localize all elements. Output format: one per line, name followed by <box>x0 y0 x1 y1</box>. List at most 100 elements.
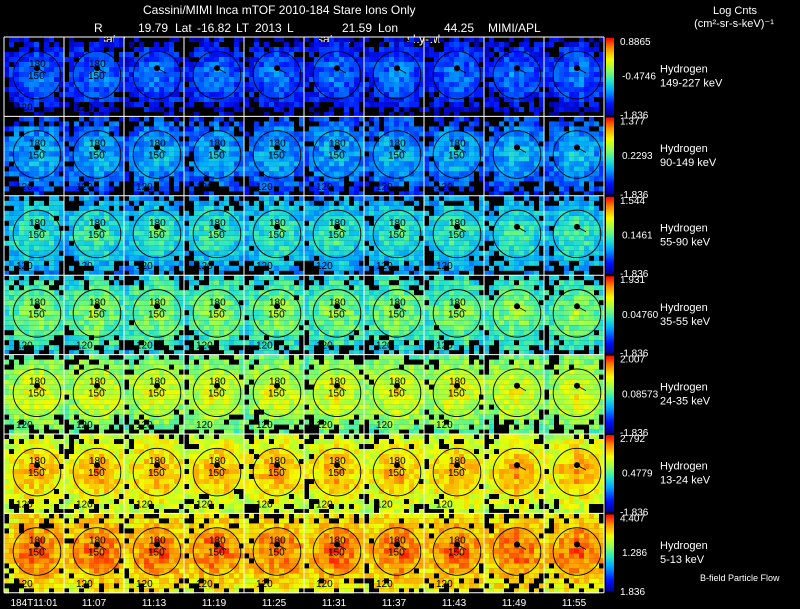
heatmap-pixel-r1-c3 <box>169 77 174 82</box>
heatmap-pixel-r1-c5 <box>284 62 289 67</box>
heatmap-pixel-r2-c3 <box>164 166 169 172</box>
heatmap-pixel-r1-c10 <box>554 77 559 82</box>
heatmap-pixel-r2-c9 <box>504 126 509 132</box>
heatmap-pixel-r3-c5 <box>264 205 269 211</box>
heatmap-pixel-r3-c1 <box>29 235 34 241</box>
heatmap-pixel-r3-c10 <box>579 240 584 246</box>
heatmap-pixel-r3-c3 <box>124 200 129 206</box>
ring-outer-r1-c3 <box>132 50 182 100</box>
heatmap-pixel-r3-c2 <box>119 265 124 271</box>
heatmap-pixel-r2-c1 <box>24 161 29 167</box>
heatmap-pixel-r2-c6 <box>344 116 349 122</box>
heatmap-pixel-r1-c10 <box>574 102 579 107</box>
heatmap-pixel-r2-c7 <box>374 166 379 172</box>
heatmap-pixel-r1-c2 <box>99 37 104 42</box>
heatmap-pixel-r1-c8 <box>439 102 444 107</box>
heatmap-pixel-r1-c3 <box>149 72 154 77</box>
heatmap-pixel-r1-c1 <box>44 97 49 102</box>
heatmap-pixel-r3-c2 <box>114 200 119 206</box>
heatmap-pixel-r3-c10 <box>544 210 549 216</box>
heatmap-pixel-r2-c10 <box>579 171 584 177</box>
heatmap-pixel-r3-c3 <box>149 215 154 221</box>
heatmap-pixel-r3-c2 <box>104 220 109 226</box>
heatmap-pixel-r2-c1 <box>9 151 14 157</box>
heatmap-pixel-r1-c6 <box>329 67 334 72</box>
heatmap-pixel-r1-c2 <box>109 42 114 47</box>
heatmap-pixel-r3-c5 <box>249 220 254 226</box>
heatmap-pixel-r2-c10 <box>544 166 549 172</box>
heatmap-pixel-r1-c7 <box>379 72 384 77</box>
heatmap-pixel-r2-c7 <box>369 126 374 132</box>
heatmap-pixel-r3-c10 <box>549 210 554 216</box>
heatmap-pixel-r2-c1 <box>4 186 9 192</box>
heatmap-pixel-r1-c3 <box>144 82 149 87</box>
heatmap-pixel-r2-c3 <box>159 176 164 182</box>
heatmap-pixel-r3-c5 <box>264 255 269 261</box>
heatmap-pixel-r3-c4 <box>194 235 199 241</box>
heatmap-pixel-r2-c5 <box>299 171 304 177</box>
heatmap-pixel-r2-c3 <box>174 176 179 182</box>
heatmap-pixel-r1-c7 <box>399 37 404 42</box>
heatmap-pixel-r2-c6 <box>354 136 359 142</box>
heatmap-pixel-r1-c2 <box>74 97 79 102</box>
heatmap-pixel-r2-c3 <box>134 171 139 177</box>
heatmap-pixel-r3-c9 <box>509 215 514 221</box>
heatmap-pixel-r1-c4 <box>189 67 194 72</box>
heatmap-pixel-r1-c3 <box>124 97 129 102</box>
heatmap-pixel-r3-c10 <box>559 255 564 261</box>
heatmap-pixel-r1-c5 <box>264 97 269 102</box>
heatmap-pixel-r1-c3 <box>169 82 174 87</box>
heatmap-pixel-r1-c6 <box>339 92 344 97</box>
heatmap-pixel-r3-c4 <box>224 195 229 201</box>
heatmap-pixel-r3-c5 <box>249 230 254 236</box>
heatmap-pixel-r1-c6 <box>359 67 364 72</box>
heatmap-pixel-r2-c9 <box>524 156 529 162</box>
heatmap-pixel-r3-c4 <box>214 240 219 246</box>
heatmap-pixel-r1-c8 <box>459 102 464 107</box>
heatmap-pixel-r2-c6 <box>329 126 334 132</box>
heatmap-pixel-r3-c3 <box>124 250 129 256</box>
heatmap-pixel-r1-c9 <box>529 97 534 102</box>
heatmap-pixel-r4-c1 <box>44 275 49 281</box>
heatmap-pixel-r1-c4 <box>214 57 219 62</box>
heatmap-pixel-r3-c5 <box>294 200 299 206</box>
heatmap-pixel-r2-c3 <box>149 171 154 177</box>
heatmap-pixel-r3-c9 <box>509 260 514 266</box>
heatmap-pixel-r3-c10 <box>584 270 589 276</box>
heatmap-pixel-r3-c7 <box>419 270 424 276</box>
heatmap-pixel-r3-c3 <box>134 245 139 251</box>
heatmap-pixel-r1-c4 <box>184 102 189 107</box>
heatmap-pixel-r3-c3 <box>164 225 169 231</box>
heatmap-pixel-r1-c3 <box>159 57 164 62</box>
heatmap-pixel-r3-c9 <box>504 235 509 241</box>
heatmap-pixel-r2-c6 <box>314 181 319 187</box>
heatmap-pixel-r2-c1 <box>14 136 19 142</box>
heatmap-pixel-r3-c8 <box>449 210 454 216</box>
heatmap-pixel-r2-c3 <box>144 171 149 177</box>
heatmap-pixel-r1-c4 <box>194 87 199 92</box>
heatmap-pixel-r3-c8 <box>449 245 454 251</box>
heatmap-pixel-r1-c10 <box>579 42 584 47</box>
heatmap-pixel-r1-c9 <box>509 72 514 77</box>
heatmap-pixel-r1-c4 <box>219 67 224 72</box>
heatmap-pixel-r3-c9 <box>509 200 514 206</box>
heatmap-pixel-r2-c3 <box>169 156 174 162</box>
heatmap-pixel-r1-c8 <box>469 102 474 107</box>
heatmap-pixel-r3-c2 <box>109 200 114 206</box>
heatmap-pixel-r3-c7 <box>414 270 419 276</box>
heatmap-pixel-r2-c6 <box>304 181 309 187</box>
heatmap-pixel-r2-c1 <box>59 126 64 132</box>
heatmap-pixel-r1-c10 <box>554 72 559 77</box>
heatmap-pixel-r2-c6 <box>324 126 329 132</box>
heatmap-pixel-r2-c6 <box>324 131 329 137</box>
heatmap-pixel-r3-c4 <box>234 225 239 231</box>
heatmap-pixel-r2-c7 <box>394 156 399 162</box>
heatmap-pixel-r2-c5 <box>244 131 249 137</box>
heatmap-pixel-r1-c6 <box>354 97 359 102</box>
heatmap-pixel-r2-c1 <box>39 161 44 167</box>
heatmap-pixel-r1-c3 <box>129 42 134 47</box>
heatmap-pixel-r2-c4 <box>199 121 204 127</box>
heatmap-pixel-r2-c1 <box>44 116 49 122</box>
heatmap-pixel-r3-c4 <box>219 240 224 246</box>
heatmap-pixel-r2-c6 <box>344 121 349 127</box>
